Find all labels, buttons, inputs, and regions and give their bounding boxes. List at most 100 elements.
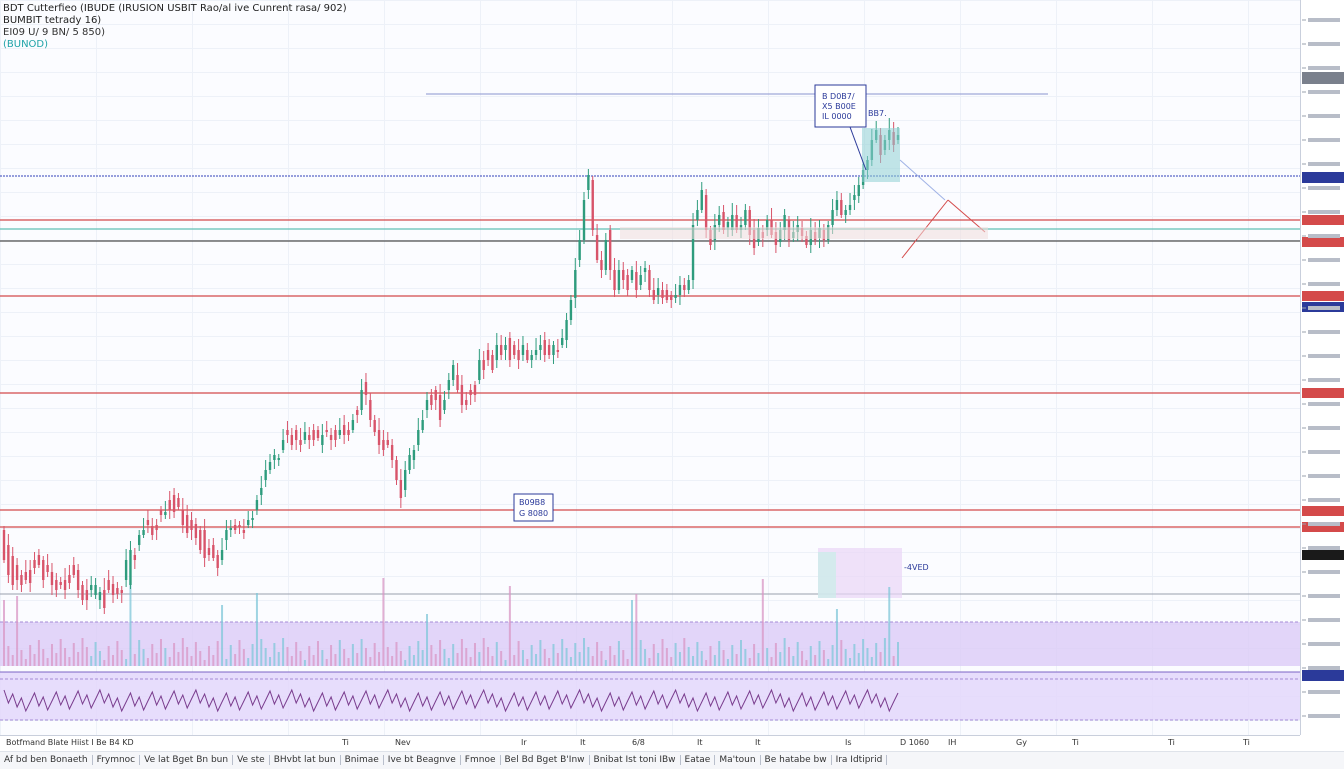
- candle-body[interactable]: [478, 360, 481, 380]
- candle-body[interactable]: [608, 230, 612, 270]
- candle-body[interactable]: [238, 525, 241, 527]
- candle-body[interactable]: [765, 220, 769, 230]
- candle-body[interactable]: [37, 555, 41, 565]
- candle-body[interactable]: [569, 300, 573, 320]
- candle-body[interactable]: [656, 288, 660, 295]
- candle-body[interactable]: [595, 235, 599, 260]
- candle-body[interactable]: [591, 180, 594, 230]
- candle-body[interactable]: [369, 400, 372, 420]
- candle-body[interactable]: [473, 385, 477, 395]
- candle-body[interactable]: [534, 350, 538, 355]
- candle-body[interactable]: [674, 295, 677, 298]
- candle-body[interactable]: [857, 185, 860, 196]
- bottom-toolbar-item[interactable]: BHvbt lat bun: [269, 755, 341, 765]
- candle-body[interactable]: [172, 495, 176, 512]
- candle-body[interactable]: [848, 205, 852, 210]
- candle-body[interactable]: [199, 530, 202, 550]
- candle-body[interactable]: [578, 240, 581, 260]
- candle-body[interactable]: [508, 338, 512, 360]
- candle-body[interactable]: [2, 530, 6, 560]
- candle-body[interactable]: [321, 435, 324, 445]
- candle-body[interactable]: [181, 510, 184, 525]
- candle-body[interactable]: [626, 275, 629, 290]
- candle-body[interactable]: [460, 385, 464, 405]
- candle-body[interactable]: [390, 445, 394, 460]
- candle-body[interactable]: [260, 488, 263, 495]
- candle-body[interactable]: [600, 260, 603, 270]
- candle-body[interactable]: [486, 350, 490, 360]
- candle-body[interactable]: [491, 355, 494, 370]
- candle-body[interactable]: [630, 270, 634, 280]
- candle-body[interactable]: [28, 570, 32, 583]
- candle-body[interactable]: [347, 430, 350, 435]
- candle-body[interactable]: [556, 350, 560, 352]
- candle-body[interactable]: [395, 460, 398, 480]
- candle-body[interactable]: [316, 430, 320, 438]
- candle-body[interactable]: [299, 440, 302, 445]
- candle-body[interactable]: [430, 395, 433, 405]
- candle-body[interactable]: [726, 222, 730, 228]
- candle-body[interactable]: [133, 555, 137, 560]
- candle-body[interactable]: [408, 455, 411, 470]
- candle-body[interactable]: [687, 280, 690, 290]
- candle-body[interactable]: [718, 215, 721, 225]
- candle-body[interactable]: [281, 440, 285, 450]
- candle-body[interactable]: [107, 580, 110, 590]
- candle-body[interactable]: [111, 584, 115, 595]
- candle-body[interactable]: [404, 470, 407, 490]
- candle-body[interactable]: [212, 545, 215, 558]
- candle-body[interactable]: [643, 268, 647, 272]
- candle-body[interactable]: [229, 528, 232, 530]
- candle-body[interactable]: [225, 530, 228, 540]
- candle-body[interactable]: [665, 290, 669, 300]
- price-tag-red-1[interactable]: [1302, 215, 1344, 225]
- candle-body[interactable]: [50, 572, 54, 585]
- candle-body[interactable]: [364, 382, 368, 395]
- candle-body[interactable]: [247, 520, 250, 525]
- candle-body[interactable]: [142, 530, 145, 535]
- candle-body[interactable]: [495, 345, 498, 360]
- price-tag-blue[interactable]: [1302, 172, 1344, 183]
- candle-body[interactable]: [417, 430, 420, 445]
- candle-body[interactable]: [286, 430, 289, 435]
- candle-body[interactable]: [853, 195, 856, 200]
- candle-body[interactable]: [194, 524, 198, 538]
- candle-body[interactable]: [146, 520, 150, 525]
- price-tag-blue-3[interactable]: [1302, 670, 1344, 681]
- candle-body[interactable]: [504, 345, 507, 350]
- candle-body[interactable]: [386, 440, 389, 445]
- bottom-toolbar-item[interactable]: Ira Idtiprid: [831, 755, 888, 765]
- candle-body[interactable]: [412, 450, 416, 460]
- candle-body[interactable]: [456, 375, 459, 390]
- candle-body[interactable]: [831, 210, 834, 225]
- candle-body[interactable]: [168, 500, 171, 510]
- candle-body[interactable]: [63, 580, 67, 590]
- candle-body[interactable]: [207, 548, 211, 555]
- candle-body[interactable]: [783, 215, 786, 230]
- bottom-toolbar-item[interactable]: Fmnoe: [460, 755, 501, 765]
- candle-body[interactable]: [90, 585, 93, 590]
- candle-body[interactable]: [164, 512, 167, 515]
- candle-body[interactable]: [482, 360, 485, 370]
- candle-body[interactable]: [59, 582, 62, 585]
- candle-body[interactable]: [652, 290, 655, 300]
- candle-body[interactable]: [382, 440, 385, 450]
- candle-body[interactable]: [835, 200, 839, 210]
- candle-body[interactable]: [499, 345, 503, 355]
- candle-body[interactable]: [251, 518, 254, 520]
- candle-body[interactable]: [268, 462, 272, 470]
- candle-body[interactable]: [7, 545, 10, 575]
- candle-body[interactable]: [639, 275, 642, 285]
- candle-body[interactable]: [425, 400, 429, 410]
- candle-body[interactable]: [373, 420, 376, 432]
- candle-body[interactable]: [185, 515, 189, 533]
- candle-body[interactable]: [399, 480, 403, 498]
- bottom-toolbar-item[interactable]: Bnibat Ist toni IBw: [589, 755, 681, 765]
- mid-annotation-box[interactable]: [513, 493, 554, 522]
- candle-body[interactable]: [360, 390, 363, 410]
- candle-body[interactable]: [648, 270, 651, 290]
- candle-body[interactable]: [840, 200, 843, 215]
- candle-body[interactable]: [334, 430, 337, 440]
- bottom-toolbar-item[interactable]: Af bd ben Bonaeth: [0, 755, 93, 765]
- candle-body[interactable]: [264, 470, 267, 480]
